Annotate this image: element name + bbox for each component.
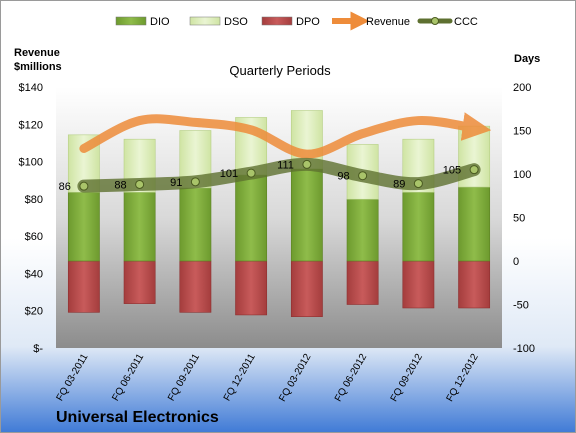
dpo-bar xyxy=(290,260,323,317)
ccc-line xyxy=(77,157,481,193)
dpo-bar xyxy=(346,260,379,305)
legend-label: DPO xyxy=(296,16,320,28)
dpo-bar xyxy=(179,260,212,313)
legend-swatch-dso xyxy=(189,16,221,26)
legend-label: Revenue xyxy=(366,16,410,28)
ccc-point xyxy=(135,179,145,189)
right-tick-label: -50 xyxy=(513,300,529,312)
ccc-point xyxy=(469,165,479,175)
ccc-data-label: 98 xyxy=(337,171,349,183)
ccc-point xyxy=(79,181,89,191)
dio-bar xyxy=(235,174,268,262)
dpo-bar xyxy=(458,260,491,309)
left-axis-title-line2: $millions xyxy=(14,61,62,73)
left-tick-label: $120 xyxy=(19,119,43,131)
left-tick-label: $80 xyxy=(25,194,43,206)
ccc-layer: 86 88 91 101 111 98 89 105 xyxy=(59,157,481,193)
right-tick-label: -100 xyxy=(513,343,535,355)
dpo-bar xyxy=(123,260,156,304)
ccc-point xyxy=(246,168,256,178)
ccc-data-label: 89 xyxy=(393,179,405,191)
dio-bar xyxy=(123,191,156,262)
ccc-point xyxy=(190,177,200,187)
legend-label: CCC xyxy=(454,16,478,28)
dio-bar xyxy=(67,191,100,262)
right-tick-label: 100 xyxy=(513,169,531,181)
legend-label: DSO xyxy=(224,16,248,28)
left-tick-label: $20 xyxy=(25,306,43,318)
revenue-layer xyxy=(79,112,492,159)
right-tick-label: 0 xyxy=(513,256,519,268)
ccc-data-label: 88 xyxy=(114,179,126,191)
dpo-bar xyxy=(235,260,268,316)
ccc-data-label: 91 xyxy=(170,177,182,189)
dpo-bar xyxy=(402,260,435,309)
dio-bar xyxy=(290,168,323,262)
left-tick-label: $140 xyxy=(19,82,43,94)
ccc-point xyxy=(413,179,423,189)
revenue-line xyxy=(79,112,492,159)
legend-swatch-dpo xyxy=(261,16,293,26)
left-tick-label: $100 xyxy=(19,157,43,169)
ccc-data-label: 111 xyxy=(277,159,294,171)
ccc-data-label: 101 xyxy=(220,168,238,180)
ccc-data-label: 86 xyxy=(59,181,71,193)
dpo-bar xyxy=(67,260,100,313)
dio-bar xyxy=(346,198,379,262)
right-tick-label: 150 xyxy=(513,126,531,138)
dio-bar xyxy=(179,187,212,262)
company-name: Universal Electronics xyxy=(56,409,219,426)
legend: DIO DSO DPO Revenue CCC xyxy=(115,11,478,31)
legend-marker-ccc xyxy=(431,17,439,25)
dio-bar xyxy=(458,186,491,262)
left-tick-label: $60 xyxy=(25,231,43,243)
left-axis: $- $20 $40 $60 $80 $100 $120 $140 xyxy=(19,82,44,355)
legend-swatch-dio xyxy=(115,16,147,26)
chart-title: Quarterly Periods xyxy=(229,63,331,78)
ccc-point xyxy=(302,159,312,169)
ccc-data-label: 105 xyxy=(443,165,461,177)
left-axis-title-line1: Revenue xyxy=(14,47,60,59)
right-tick-label: 50 xyxy=(513,213,525,225)
left-tick-label: $40 xyxy=(25,268,43,280)
right-axis-title: Days xyxy=(514,53,540,65)
right-axis: -100 -50 0 50 100 150 200 xyxy=(513,82,535,355)
ccc-point xyxy=(358,171,368,181)
left-tick-label: $- xyxy=(33,343,43,355)
right-tick-label: 200 xyxy=(513,82,531,94)
dio-bar xyxy=(402,191,435,262)
legend-label: DIO xyxy=(150,16,170,28)
